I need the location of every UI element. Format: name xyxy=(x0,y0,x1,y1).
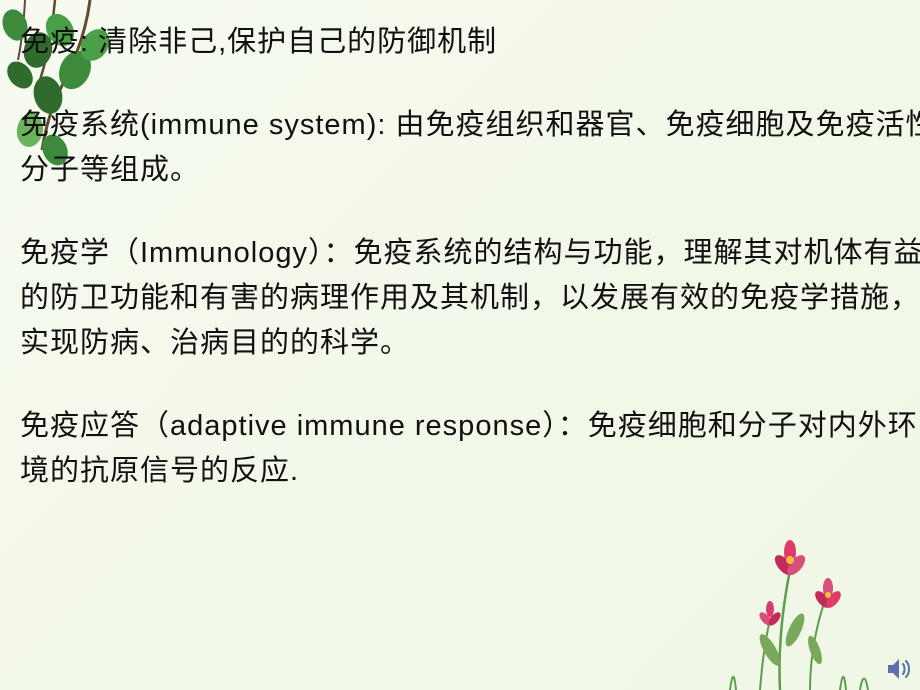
slide: 免疫: 清除非己,保护自己的防御机制 免疫系统(immune system): … xyxy=(0,0,920,690)
definition-immune-response: 免疫应答（adaptive immune response）：免疫细胞和分子对内… xyxy=(20,404,920,494)
definition-immune-system: 免疫系统(immune system): 由免疫组织和器官、免疫细胞及免疫活性分… xyxy=(20,103,920,193)
slide-content: 免疫: 清除非己,保护自己的防御机制 免疫系统(immune system): … xyxy=(20,20,920,532)
definition-immunology: 免疫学（Immunology）：免疫系统的结构与功能，理解其对机体有益的防卫功能… xyxy=(20,231,920,366)
definition-immunity: 免疫: 清除非己,保护自己的防御机制 xyxy=(20,20,920,65)
speaker-icon[interactable] xyxy=(884,654,914,684)
